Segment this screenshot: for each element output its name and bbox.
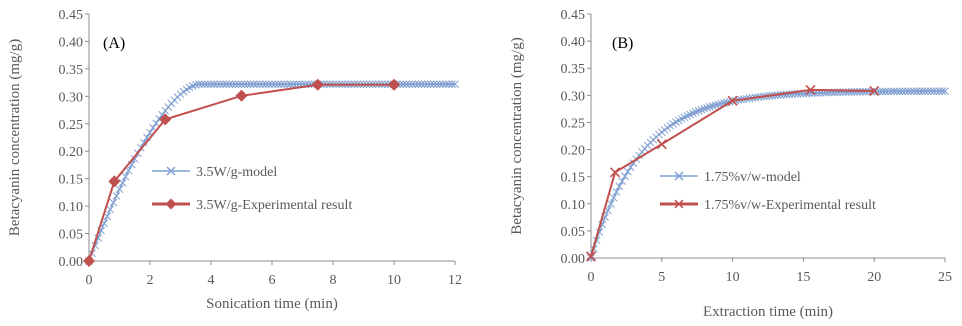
- data-point-diamond: [159, 113, 172, 126]
- series-line: [88, 83, 394, 262]
- y-tick-label: 0.00: [59, 255, 84, 270]
- legend-label: 3.5W/g-Experimental result: [196, 198, 352, 213]
- y-tick-label: 0.10: [59, 200, 84, 215]
- legend-marker: [165, 198, 177, 210]
- y-tick-label: 0.05: [561, 225, 586, 240]
- y-tick-label: 0.30: [59, 90, 84, 105]
- series-experimental: [585, 84, 880, 262]
- x-tick-label: 0: [588, 270, 595, 285]
- legend-label: 1.75%v/w-model: [704, 170, 801, 185]
- legend-entry-model: 3.5W/g-model: [152, 165, 277, 180]
- legend-entry-model: 1.75%v/w-model: [660, 170, 801, 185]
- series-experimental: [83, 78, 400, 267]
- data-point-diamond: [83, 255, 95, 267]
- x-tick-label: 10: [726, 270, 740, 285]
- x-tick-label: 20: [867, 270, 881, 285]
- x-tick-label: 12: [448, 273, 462, 288]
- chart-panel-b: 0.00 0.05 0.10 0.15 0.20 0.25 0.30 0.35 0.40 0.45…: [509, 8, 952, 320]
- y-tick-label: 0.00: [561, 252, 586, 267]
- x-tick-label: 5: [658, 270, 665, 285]
- x-tick-label: 10: [387, 273, 401, 288]
- y-tick-label: 0.15: [561, 171, 586, 186]
- y-tick-label: 0.30: [561, 89, 586, 104]
- x-tick-label: 0: [86, 273, 93, 288]
- y-tick-label: 0.20: [59, 145, 84, 160]
- legend-label: 3.5W/g-model: [196, 165, 277, 180]
- y-axis-title: Betacyanin concentration (mg/g): [509, 37, 525, 234]
- x-tick-label: 6: [269, 273, 276, 288]
- legend-entry-experimental: 1.75%v/w-Experimental result: [660, 198, 876, 213]
- y-tick-label: 0.40: [59, 35, 84, 50]
- x-tick-label: 4: [208, 273, 215, 288]
- data-point-diamond: [235, 89, 248, 102]
- legend-label: 1.75%v/w-Experimental result: [704, 198, 876, 213]
- y-tick-label: 0.40: [561, 35, 586, 50]
- y-tick-label: 0.15: [59, 173, 84, 188]
- y-tick-label: 0.35: [561, 62, 586, 77]
- y-tick-label: 0.20: [561, 144, 586, 159]
- series-line: [590, 88, 875, 257]
- y-tick-label: 0.10: [561, 198, 586, 213]
- y-tick-label: 0.45: [59, 8, 84, 23]
- legend-entry-experimental: 3.5W/g-Experimental result: [152, 198, 352, 213]
- y-tick-label: 0.35: [59, 63, 84, 78]
- y-tick-label: 0.25: [59, 118, 84, 133]
- data-point-diamond: [388, 78, 400, 91]
- x-tick-label: 2: [147, 273, 154, 288]
- panel-label: (A): [103, 35, 125, 52]
- y-axis-title: Betacyanin concentration (mg/g): [7, 39, 23, 236]
- data-point-diamond: [108, 175, 121, 188]
- data-point-diamond: [311, 78, 324, 91]
- y-tick-label: 0.05: [59, 228, 84, 243]
- x-axis-title: Extraction time (min): [703, 304, 833, 320]
- y-tick-label: 0.25: [561, 116, 586, 131]
- x-tick-label: 25: [938, 270, 952, 285]
- x-tick-label: 8: [330, 273, 337, 288]
- panel-label: (B): [612, 35, 633, 52]
- x-axis-title: Sonication time (min): [206, 296, 338, 312]
- x-tick-label: 15: [796, 270, 810, 285]
- y-tick-label: 0.45: [561, 8, 586, 23]
- chart-panel-a: 0.00 0.05 0.10 0.15 0.20 0.25 0.30 0.35 0.40 0.45…: [7, 8, 462, 312]
